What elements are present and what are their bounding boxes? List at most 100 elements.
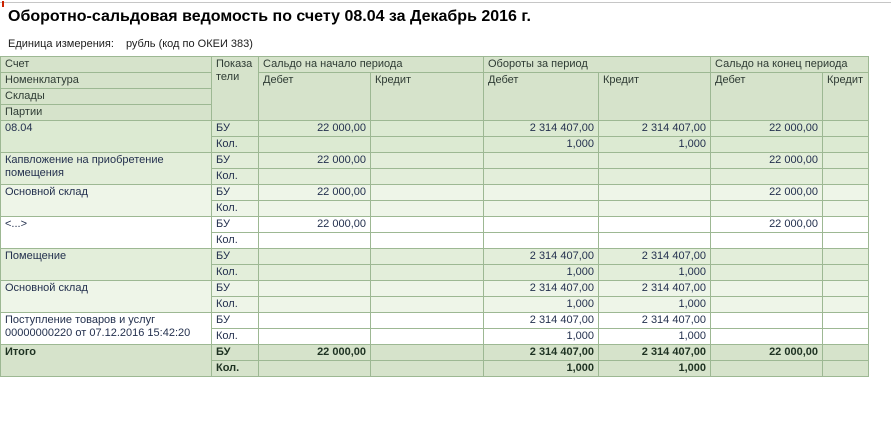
row-name-nomenclature[interactable]: Помещение (0, 248, 212, 281)
cell-closing-credit[interactable] (822, 296, 869, 313)
cell-closing-debit[interactable] (710, 200, 823, 217)
cell-opening-credit[interactable] (370, 280, 484, 297)
cell-turnover-credit[interactable] (598, 184, 711, 201)
cell-opening-debit[interactable]: 22 000,00 (258, 120, 371, 137)
cell-opening-debit[interactable] (258, 232, 371, 249)
cell-closing-debit[interactable] (710, 232, 823, 249)
total-closing-debit[interactable]: 22 000,00 (710, 344, 823, 361)
row-name-nomenclature[interactable]: Капвложение на приобретение помещения (0, 152, 212, 185)
indicator-kol[interactable]: Кол. (211, 168, 259, 185)
indicator-kol[interactable]: Кол. (211, 136, 259, 153)
indicator-kol[interactable]: Кол. (211, 232, 259, 249)
cell-turnover-credit[interactable] (598, 200, 711, 217)
total-opening-credit[interactable] (370, 360, 484, 377)
row-name-account[interactable]: 08.04 (0, 120, 212, 153)
cell-opening-debit[interactable] (258, 264, 371, 281)
cell-turnover-debit[interactable]: 2 314 407,00 (483, 312, 599, 329)
cell-closing-debit[interactable]: 22 000,00 (710, 216, 823, 233)
cell-turnover-credit[interactable]: 1,000 (598, 296, 711, 313)
cell-opening-credit[interactable] (370, 216, 484, 233)
cell-opening-debit[interactable] (258, 280, 371, 297)
cell-closing-credit[interactable] (822, 264, 869, 281)
row-name-warehouse[interactable]: Основной склад (0, 184, 212, 217)
total-closing-credit[interactable] (822, 360, 869, 377)
indicator-bu[interactable]: БУ (211, 216, 259, 233)
cell-turnover-credit[interactable]: 1,000 (598, 328, 711, 345)
cell-opening-debit[interactable] (258, 248, 371, 265)
indicator-bu[interactable]: БУ (211, 184, 259, 201)
cell-closing-credit[interactable] (822, 120, 869, 137)
cell-closing-debit[interactable] (710, 248, 823, 265)
cell-closing-credit[interactable] (822, 312, 869, 329)
row-name-batch[interactable]: <...> (0, 216, 212, 249)
cell-closing-credit[interactable] (822, 136, 869, 153)
cell-turnover-debit[interactable]: 2 314 407,00 (483, 248, 599, 265)
row-name-document[interactable]: Поступление товаров и услуг 00000000220 … (0, 312, 212, 345)
indicator-bu[interactable]: БУ (211, 120, 259, 137)
cell-turnover-credit[interactable]: 2 314 407,00 (598, 280, 711, 297)
indicator-bu[interactable]: БУ (211, 280, 259, 297)
cell-opening-credit[interactable] (370, 296, 484, 313)
total-closing-debit[interactable] (710, 360, 823, 377)
row-name-warehouse[interactable]: Основной склад (0, 280, 212, 313)
indicator-kol[interactable]: Кол. (211, 264, 259, 281)
cell-opening-debit[interactable] (258, 200, 371, 217)
cell-opening-debit[interactable]: 22 000,00 (258, 152, 371, 169)
cell-closing-debit[interactable] (710, 296, 823, 313)
cell-closing-debit[interactable] (710, 136, 823, 153)
cell-closing-credit[interactable] (822, 216, 869, 233)
cell-turnover-credit[interactable] (598, 152, 711, 169)
cell-turnover-credit[interactable] (598, 232, 711, 249)
cell-turnover-debit[interactable] (483, 168, 599, 185)
cell-closing-credit[interactable] (822, 200, 869, 217)
cell-closing-credit[interactable] (822, 280, 869, 297)
cell-turnover-debit[interactable] (483, 216, 599, 233)
cell-closing-credit[interactable] (822, 152, 869, 169)
cell-closing-debit[interactable]: 22 000,00 (710, 152, 823, 169)
cell-opening-credit[interactable] (370, 232, 484, 249)
cell-turnover-debit[interactable]: 1,000 (483, 296, 599, 313)
cell-opening-debit[interactable] (258, 136, 371, 153)
cell-opening-credit[interactable] (370, 152, 484, 169)
cell-closing-debit[interactable] (710, 168, 823, 185)
cell-turnover-credit[interactable]: 1,000 (598, 264, 711, 281)
cell-opening-credit[interactable] (370, 248, 484, 265)
cell-closing-debit[interactable] (710, 312, 823, 329)
cell-turnover-debit[interactable] (483, 232, 599, 249)
indicator-kol[interactable]: Кол. (211, 328, 259, 345)
cell-closing-credit[interactable] (822, 184, 869, 201)
cell-turnover-debit[interactable] (483, 200, 599, 217)
total-turnover-debit[interactable]: 2 314 407,00 (483, 344, 599, 361)
cell-closing-debit[interactable]: 22 000,00 (710, 120, 823, 137)
total-opening-debit[interactable] (258, 360, 371, 377)
cell-turnover-debit[interactable]: 2 314 407,00 (483, 280, 599, 297)
total-opening-debit[interactable]: 22 000,00 (258, 344, 371, 361)
cell-turnover-debit[interactable] (483, 152, 599, 169)
cell-turnover-credit[interactable] (598, 168, 711, 185)
cell-turnover-credit[interactable]: 2 314 407,00 (598, 312, 711, 329)
total-turnover-debit[interactable]: 1,000 (483, 360, 599, 377)
cell-turnover-credit[interactable]: 2 314 407,00 (598, 248, 711, 265)
cell-opening-credit[interactable] (370, 184, 484, 201)
cell-opening-credit[interactable] (370, 120, 484, 137)
cell-opening-credit[interactable] (370, 328, 484, 345)
cell-closing-credit[interactable] (822, 328, 869, 345)
cell-closing-credit[interactable] (822, 168, 869, 185)
cell-closing-debit[interactable] (710, 264, 823, 281)
total-opening-credit[interactable] (370, 344, 484, 361)
indicator-bu[interactable]: БУ (211, 152, 259, 169)
cell-turnover-debit[interactable]: 1,000 (483, 136, 599, 153)
indicator-kol[interactable]: Кол. (211, 200, 259, 217)
cell-closing-debit[interactable]: 22 000,00 (710, 184, 823, 201)
cell-closing-debit[interactable] (710, 328, 823, 345)
cell-opening-credit[interactable] (370, 200, 484, 217)
indicator-bu[interactable]: БУ (211, 312, 259, 329)
cell-closing-debit[interactable] (710, 280, 823, 297)
cell-turnover-debit[interactable]: 2 314 407,00 (483, 120, 599, 137)
indicator-bu[interactable]: БУ (211, 248, 259, 265)
cell-closing-credit[interactable] (822, 232, 869, 249)
cell-turnover-credit[interactable]: 2 314 407,00 (598, 120, 711, 137)
cell-opening-debit[interactable]: 22 000,00 (258, 184, 371, 201)
cell-opening-debit[interactable] (258, 168, 371, 185)
cell-turnover-debit[interactable] (483, 184, 599, 201)
